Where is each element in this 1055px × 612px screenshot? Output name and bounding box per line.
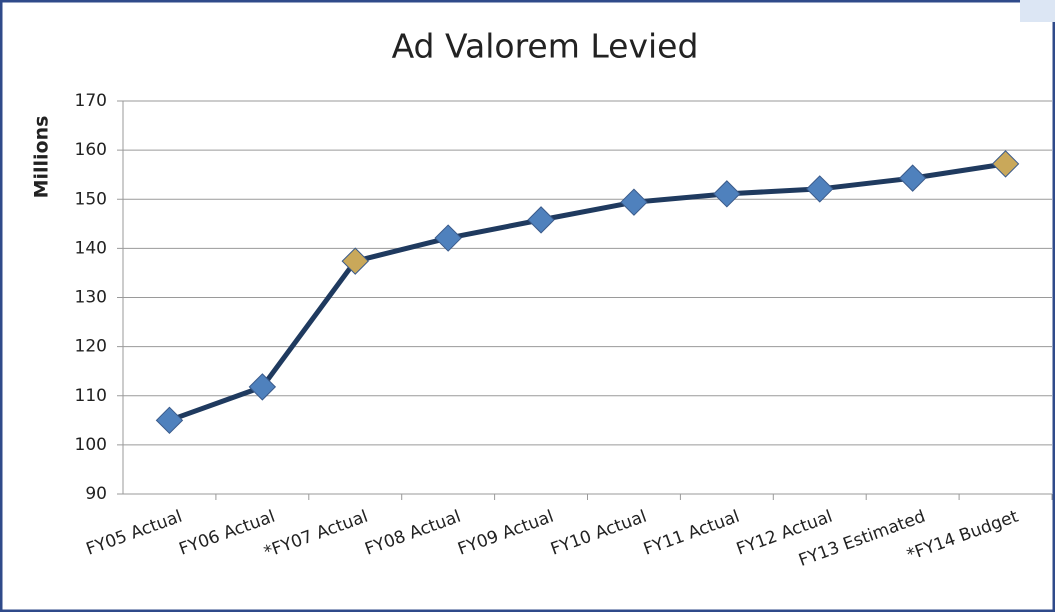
marker [620,188,648,216]
y-tick-label: 130 [75,288,107,308]
y-tick-label: 100 [75,435,107,455]
line [168,161,1006,423]
y-tick-label: 120 [75,337,107,357]
marker [713,180,741,208]
marker [434,224,462,252]
marker [155,406,184,435]
marker [248,373,277,401]
y-tick-label: 170 [75,91,107,111]
y-tick-label: 150 [75,189,107,209]
y-tick-label: 110 [75,386,107,406]
y-tick-label: 90 [85,484,107,504]
marker [527,206,555,234]
marker [991,150,1020,178]
marker [341,247,369,275]
marker [898,164,927,192]
marker [806,175,834,203]
y-tick-label: 140 [75,238,107,258]
corner [1020,0,1055,22]
y-axis-label: Millions [31,116,53,199]
chart-title: Ad Valorem Levied [392,27,699,66]
y-tick-label: 160 [75,140,107,160]
